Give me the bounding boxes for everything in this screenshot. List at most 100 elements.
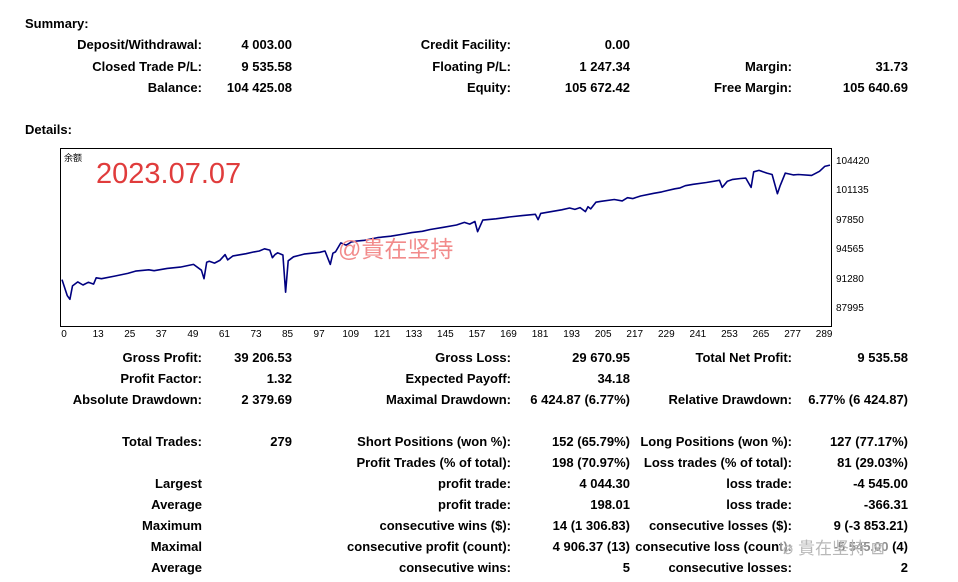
x-tick-label: 265 [752, 329, 770, 340]
balance-chart-svg [61, 164, 831, 301]
max-consecutive-losses-value: 9 (-3 853.21) [833, 518, 908, 533]
average-profit-trade-value: 198.01 [590, 497, 630, 512]
margin-label: Margin: [745, 59, 792, 74]
deposit-value: 4 003.00 [241, 37, 292, 52]
x-tick-label: 277 [784, 329, 801, 340]
total-trades-value: 279 [270, 434, 292, 449]
max-consecutive-wins-value: 14 (1 306.83) [552, 518, 630, 533]
x-tick-label: 253 [721, 329, 738, 340]
loss-trades-value: 81 (29.03%) [837, 455, 908, 470]
y-tick-label: 94565 [836, 244, 864, 256]
largest-profit-trade-label: profit trade: [438, 476, 511, 491]
balance-chart [60, 148, 832, 327]
x-tick-label: 169 [500, 329, 517, 340]
free-margin-label: Free Margin: [713, 80, 792, 95]
credit-value: 0.00 [604, 37, 630, 52]
x-tick-label: 13 [92, 329, 104, 340]
avg-consecutive-wins-label: consecutive wins: [399, 560, 511, 575]
x-tick-label: 205 [594, 329, 612, 340]
y-tick-label: 91280 [836, 273, 864, 285]
x-tick-label: 181 [531, 329, 549, 340]
x-tick-label: 121 [373, 329, 391, 340]
chart-series-name: 余额 [64, 153, 83, 163]
max-consecutive-losses-label: consecutive losses ($): [648, 518, 792, 533]
x-tick-label: 49 [187, 329, 199, 340]
balance-series-line [61, 164, 831, 301]
avg-consecutive-wins-value: 5 [622, 560, 630, 575]
long-positions-value: 127 (77.17%) [829, 434, 908, 449]
x-tick-label: 73 [250, 329, 262, 340]
closed-pl-value: 9 535.58 [241, 59, 292, 74]
profit-trades-label: Profit Trades (% of total): [356, 455, 511, 470]
summary-heading: Summary: [25, 16, 89, 31]
equity-value: 105 672.42 [564, 80, 630, 95]
avg-consecutive-losses-label: consecutive losses: [668, 560, 792, 575]
total-net-profit-value: 9 535.58 [857, 350, 908, 365]
expected-payoff-label: Expected Payoff: [405, 371, 511, 386]
balance-value: 104 425.08 [226, 80, 292, 95]
maximal-consecutive-profit-value: 4 906.37 (13) [552, 539, 630, 554]
details-heading: Details: [25, 122, 72, 137]
loss-trades-label: Loss trades (% of total): [643, 455, 792, 470]
total-net-profit-label: Total Net Profit: [695, 350, 792, 365]
total-trades-label: Total Trades: [122, 434, 202, 449]
average-loss-trade-value: -366.31 [863, 497, 908, 512]
largest-loss-trade-label: loss trade: [726, 476, 792, 491]
maximal-label: Maximal [150, 539, 202, 554]
gross-loss-value: 29 670.95 [572, 350, 630, 365]
average-label: Average [151, 497, 202, 512]
x-tick-label: 37 [155, 329, 167, 340]
average2-label: Average [151, 560, 202, 575]
short-positions-value: 152 (65.79%) [551, 434, 630, 449]
max-consecutive-wins-label: consecutive wins ($): [379, 518, 511, 533]
relative-drawdown-value: 6.77% (6 424.87) [808, 392, 908, 407]
short-positions-label: Short Positions (won %): [357, 434, 511, 449]
deposit-label: Deposit/Withdrawal: [77, 37, 202, 52]
average-loss-trade-label: loss trade: [726, 497, 792, 512]
average-profit-trade-label: profit trade: [438, 497, 511, 512]
free-margin-value: 105 640.69 [842, 80, 908, 95]
floating-pl-label: Floating P/L: [432, 59, 511, 74]
expected-payoff-value: 34.18 [597, 371, 630, 386]
x-tick-label: 157 [468, 329, 486, 340]
x-tick-label: 97 [313, 329, 325, 340]
x-tick-label: 193 [563, 329, 580, 340]
gross-loss-label: Gross Loss: [435, 350, 511, 365]
equity-label: Equity: [466, 80, 511, 95]
x-tick-label: 241 [689, 329, 707, 340]
maximal-consecutive-profit-label: consecutive profit (count): [347, 539, 511, 554]
y-tick-label: 101135 [836, 185, 869, 197]
y-tick-label: 104420 [836, 156, 870, 167]
x-tick-label: 217 [626, 329, 644, 340]
x-tick-label: 61 [218, 329, 230, 340]
margin-value: 31.73 [875, 59, 908, 74]
x-tick-label: 85 [281, 329, 294, 340]
x-tick-label: 289 [815, 329, 833, 340]
gross-profit-value: 39 206.53 [234, 350, 292, 365]
maximum-label: Maximum [142, 518, 202, 533]
largest-label: Largest [155, 476, 202, 491]
closed-pl-label: Closed Trade P/L: [92, 59, 202, 74]
relative-drawdown-label: Relative Drawdown: [668, 392, 792, 407]
profit-factor-label: Profit Factor: [120, 371, 202, 386]
watermark-text: ⌀ 貴在坚持 ⊠ [780, 534, 888, 559]
balance-label: Balance: [147, 80, 202, 95]
maximal-consecutive-loss-label: consecutive loss (count): [635, 539, 792, 554]
x-tick-label: 109 [342, 329, 360, 340]
x-tick-label: 133 [405, 329, 423, 340]
profit-factor-value: 1.32 [266, 371, 292, 386]
overlay-date-text: 2023.07.07 [96, 158, 242, 190]
y-tick-label: 97850 [836, 214, 864, 226]
overlay-handle-text: @貴在坚持 [338, 236, 454, 262]
largest-loss-trade-value: -4 545.00 [853, 476, 908, 491]
profit-trades-value: 198 (70.97%) [551, 455, 630, 470]
gross-profit-label: Gross Profit: [122, 350, 202, 365]
x-tick-label: 229 [657, 329, 675, 340]
absolute-drawdown-value: 2 379.69 [241, 392, 292, 407]
maximal-drawdown-value: 6 424.87 (6.77%) [530, 392, 630, 407]
x-tick-label: 25 [124, 329, 136, 340]
avg-consecutive-losses-value: 2 [900, 560, 908, 575]
x-tick-label: 0 [61, 329, 67, 340]
x-tick-label: 145 [437, 329, 454, 340]
maximal-drawdown-label: Maximal Drawdown: [386, 392, 511, 407]
